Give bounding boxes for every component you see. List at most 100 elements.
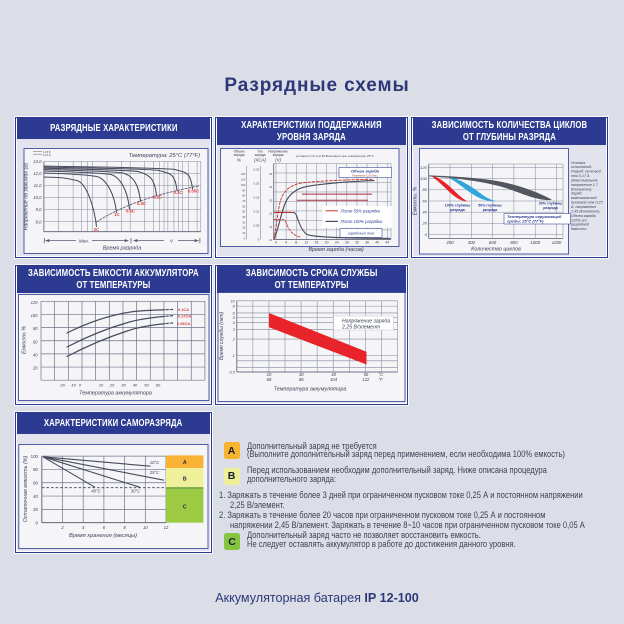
svg-text:-20: -20 <box>59 383 66 388</box>
svg-text:3: 3 <box>233 328 236 332</box>
svg-text:0.05: 0.05 <box>254 224 260 228</box>
svg-text:24: 24 <box>335 241 339 245</box>
svg-text:2,25 В/элемент: 2,25 В/элемент <box>341 324 381 330</box>
svg-text:25°C: 25°C <box>149 470 160 475</box>
svg-text:заряда: заряда <box>234 153 245 157</box>
svg-text:40: 40 <box>33 494 38 499</box>
svg-text:30: 30 <box>121 383 126 388</box>
svg-text:0.1CA: 0.1CA <box>178 307 189 312</box>
svg-text:0.2C: 0.2C <box>153 195 162 200</box>
svg-text:50: 50 <box>242 210 245 214</box>
svg-text:20: 20 <box>109 383 115 388</box>
svg-text:Объем заряда: Объем заряда <box>351 168 380 173</box>
svg-text:Емкость %: Емкость % <box>22 326 28 354</box>
svg-text:70: 70 <box>242 199 245 203</box>
svg-text:(Максимальное: (Максимальное <box>571 178 598 182</box>
svg-text:6: 6 <box>233 311 236 315</box>
svg-text:0.20: 0.20 <box>254 182 260 186</box>
svg-text:Температура окружающей: Температура окружающей <box>507 214 562 219</box>
svg-text:°F: °F <box>379 377 384 382</box>
svg-text:пусковой ток 0,25: пусковой ток 0,25 <box>571 201 603 205</box>
svg-text:6: 6 <box>103 525 106 530</box>
svg-text:10: 10 <box>269 238 273 242</box>
svg-text:4: 4 <box>285 241 287 245</box>
svg-text:0.15: 0.15 <box>254 196 260 200</box>
svg-text:10: 10 <box>143 525 148 530</box>
svg-text:60: 60 <box>242 204 245 208</box>
svg-text:120: 120 <box>241 172 246 176</box>
svg-text:Ч: Ч <box>169 238 173 243</box>
svg-text:Температура аккумулятора: Температура аккумулятора <box>274 387 347 393</box>
svg-text:10,0: 10,0 <box>33 195 42 200</box>
svg-text:заряда: заряда <box>255 153 266 157</box>
svg-text:30°C: 30°C <box>131 489 141 494</box>
svg-text:1C: 1C <box>114 212 120 217</box>
svg-text:1000: 1000 <box>530 240 540 245</box>
svg-text:0: 0 <box>258 238 260 242</box>
svg-text:50: 50 <box>144 383 149 388</box>
svg-text:8: 8 <box>295 241 297 245</box>
svg-text:110: 110 <box>241 178 246 182</box>
svg-text:4: 4 <box>82 525 85 530</box>
svg-text:Ток: Ток <box>257 150 263 154</box>
svg-text:0.25: 0.25 <box>254 168 260 172</box>
svg-text:12,0: 12,0 <box>33 171 42 176</box>
svg-text:10: 10 <box>99 383 104 388</box>
svg-text:20: 20 <box>421 221 427 226</box>
svg-text:испытаний:: испытаний: <box>571 165 592 169</box>
svg-text:0.17CA: 0.17CA <box>178 314 191 319</box>
svg-text:14: 14 <box>269 185 273 189</box>
svg-text:Напряжение на зажимах (В): Напряжение на зажимах (В) <box>24 162 30 230</box>
svg-text:0.10: 0.10 <box>254 210 260 214</box>
svg-text:напряжение 1,7: напряжение 1,7 <box>571 183 599 187</box>
svg-text:Объем заряда:: Объем заряда: <box>571 214 597 218</box>
svg-text:1: 1 <box>233 354 235 358</box>
svg-text:30: 30 <box>242 220 245 224</box>
svg-text:80: 80 <box>242 194 245 198</box>
svg-text:B: B <box>183 477 187 483</box>
svg-text:условия 0,1С А-2,25 В/элемент: условия 0,1С А-2,25 В/элемент при темпер… <box>296 154 375 158</box>
svg-text:20: 20 <box>32 366 38 371</box>
svg-text:(V): (V) <box>275 158 281 163</box>
svg-text:°C: °C <box>379 372 385 377</box>
svg-text:10,8 В: 10,8 В <box>43 153 51 157</box>
svg-text:0.6C: 0.6C <box>126 208 135 213</box>
svg-text:60: 60 <box>33 339 38 344</box>
svg-text:2: 2 <box>60 525 64 530</box>
svg-text:120: 120 <box>420 165 427 170</box>
svg-text:13,0: 13,0 <box>33 159 42 164</box>
svg-text:400: 400 <box>468 240 476 245</box>
svg-text:4: 4 <box>233 321 235 325</box>
svg-text:0.1C: 0.1C <box>173 190 182 195</box>
svg-text:A: A <box>183 460 187 466</box>
svg-text:120% от: 120% от <box>571 218 587 222</box>
svg-text:А, напряжение: А, напряжение <box>570 205 596 209</box>
svg-text:12: 12 <box>164 525 169 530</box>
svg-text:Разряд: пусковой: Разряд: пусковой <box>571 170 601 174</box>
svg-text:Остаточная емкость (%): Остаточная емкость (%) <box>23 455 29 522</box>
svg-text:разряда: разряда <box>483 208 499 212</box>
svg-text:разряда: разряда <box>450 208 466 212</box>
svg-text:Расчетное С/20 (час): Расчетное С/20 (час) <box>352 174 378 177</box>
svg-text:0.05C: 0.05C <box>188 188 199 193</box>
svg-text:80: 80 <box>33 326 38 331</box>
svg-text:60: 60 <box>33 480 38 485</box>
svg-text:11,0: 11,0 <box>34 183 43 188</box>
svg-text:104: 104 <box>330 377 338 382</box>
svg-text:разряда: разряда <box>543 206 559 210</box>
svg-text:40: 40 <box>33 352 38 357</box>
svg-text:90: 90 <box>242 188 245 192</box>
svg-text:0.25CA: 0.25CA <box>177 321 190 326</box>
svg-text:0.5: 0.5 <box>230 371 236 375</box>
svg-text:Количество циклов: Количество циклов <box>471 247 521 253</box>
svg-text:100% глубины: 100% глубины <box>445 204 471 208</box>
svg-text:60: 60 <box>156 383 161 388</box>
svg-text:11: 11 <box>269 225 272 229</box>
svg-text:10°C: 10°C <box>150 460 160 465</box>
svg-text:8: 8 <box>233 305 236 309</box>
svg-text:5: 5 <box>233 316 236 320</box>
svg-text:Объем: Объем <box>234 150 245 154</box>
svg-text:Напряжение: Напряжение <box>268 150 288 154</box>
svg-text:12: 12 <box>304 241 308 245</box>
svg-text:0: 0 <box>275 241 277 245</box>
